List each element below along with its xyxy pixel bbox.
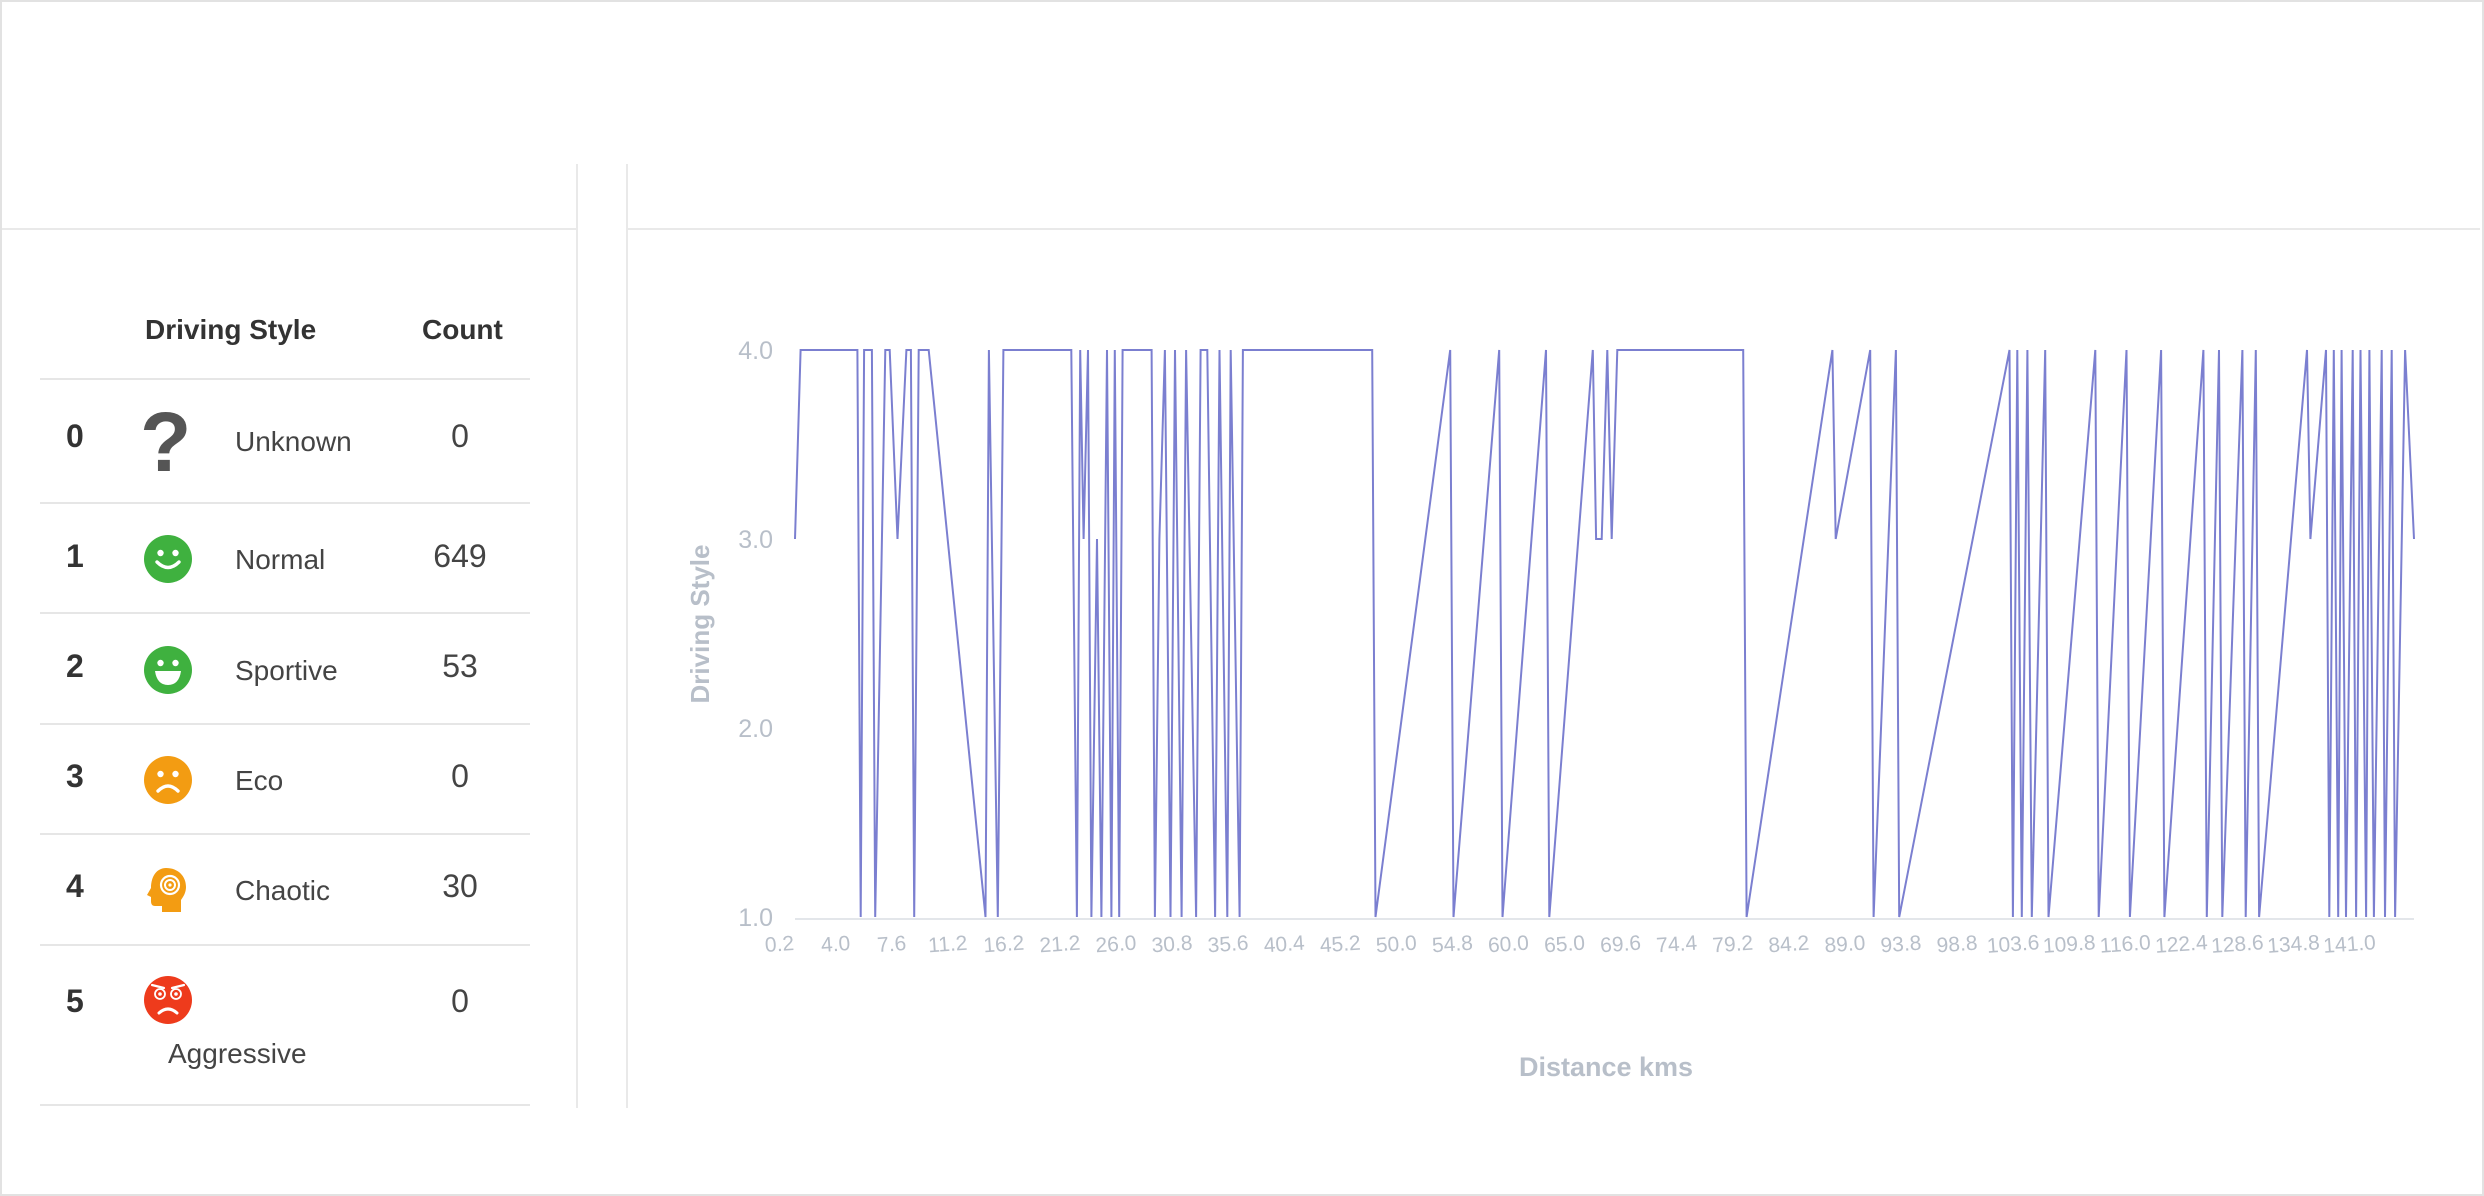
x-tick-label: 54.8 (1431, 932, 1473, 958)
x-tick-label: 109.8 (2042, 931, 2096, 958)
x-tick-label: 4.0 (820, 932, 851, 957)
x-tick-label: 35.6 (1207, 932, 1249, 958)
x-tick-label: 134.8 (2266, 931, 2320, 958)
x-tick-label: 7.6 (876, 932, 907, 957)
x-tick-label: 40.4 (1263, 932, 1306, 958)
row-label: Unknown (235, 426, 352, 457)
x-tick-label: 0.2 (764, 932, 795, 957)
header-count: Count (422, 314, 503, 345)
row-label: Eco (235, 765, 284, 796)
x-tick-label: 16.2 (983, 932, 1025, 958)
x-axis-ticks: 0.2 4.0 7.6 11.2 16.2 21.2 26.0 30.8 35.6 40.4 45.… (764, 931, 2376, 958)
left-panel-header-line (2, 228, 576, 230)
x-tick-label: 60.0 (1487, 932, 1529, 958)
angry-icon (144, 976, 192, 1024)
row-index: 4 (66, 868, 84, 904)
table-row-separator (40, 378, 530, 380)
smile-icon (144, 535, 192, 583)
right-panel-header-line (628, 228, 2480, 230)
table-row-separator (40, 612, 530, 614)
series-line-driving-style (794, 349, 2415, 918)
row-count: 0 (451, 418, 469, 454)
row-label: Sportive (235, 655, 338, 686)
question-icon: ? (140, 395, 192, 489)
x-tick-label: 116.0 (2099, 931, 2151, 958)
x-tick-label: 69.6 (1599, 932, 1641, 958)
x-tick-label: 103.6 (1986, 931, 2040, 958)
row-count: 0 (451, 983, 469, 1019)
grin-icon (144, 646, 192, 694)
table-row-separator (40, 833, 530, 835)
row-count: 30 (442, 868, 478, 904)
panel-divider-left (576, 164, 578, 1108)
x-tick-label: 74.4 (1655, 932, 1698, 958)
table-row-separator (40, 502, 530, 504)
row-index: 2 (66, 648, 84, 684)
head-swirl-icon (147, 868, 186, 912)
x-tick-label: 21.2 (1039, 932, 1081, 958)
x-tick-label: 93.8 (1880, 932, 1922, 958)
x-tick-label: 84.2 (1768, 932, 1810, 958)
table-row-separator (40, 1104, 530, 1106)
row-index: 0 (66, 418, 84, 454)
x-tick-label: 26.0 (1095, 932, 1137, 958)
row-index: 3 (66, 758, 84, 794)
row-count: 649 (433, 538, 487, 574)
x-tick-label: 50.0 (1375, 932, 1417, 958)
row-label: Normal (235, 544, 326, 575)
row-count: 53 (442, 648, 478, 684)
panel-divider-right (626, 164, 628, 1108)
x-tick-label: 65.0 (1543, 932, 1585, 958)
y-tick-label: 2.0 (738, 715, 773, 743)
x-tick-label: 98.8 (1936, 932, 1978, 958)
x-tick-label: 30.8 (1151, 932, 1193, 958)
row-label: Chaotic (235, 875, 330, 906)
row-count: 0 (451, 758, 469, 794)
x-tick-label: 79.2 (1712, 932, 1754, 958)
y-tick-label: 3.0 (738, 526, 773, 554)
x-tick-label: 45.2 (1319, 932, 1361, 958)
table-row-separator (40, 723, 530, 725)
table-row-separator (40, 944, 530, 946)
y-tick-label: 1.0 (738, 904, 773, 932)
row-index: 1 (66, 538, 84, 574)
x-tick-label: 128.6 (2210, 931, 2264, 958)
y-tick-label: 4.0 (738, 337, 773, 365)
x-tick-label: 11.2 (927, 932, 968, 958)
header-driving-style: Driving Style (145, 314, 317, 345)
x-tick-label: 141.0 (2323, 931, 2377, 958)
row-index: 5 (66, 983, 84, 1019)
y-axis-label: Driving Style (685, 545, 715, 704)
x-tick-label: 89.0 (1824, 932, 1866, 958)
frown-icon (144, 756, 192, 804)
x-tick-label: 122.4 (2154, 931, 2208, 958)
y-axis-ticks: 1.0 2.0 3.0 4.0 (738, 337, 773, 932)
x-axis-label: Distance kms (1519, 1052, 1693, 1082)
row-label: Aggressive (168, 1038, 307, 1069)
